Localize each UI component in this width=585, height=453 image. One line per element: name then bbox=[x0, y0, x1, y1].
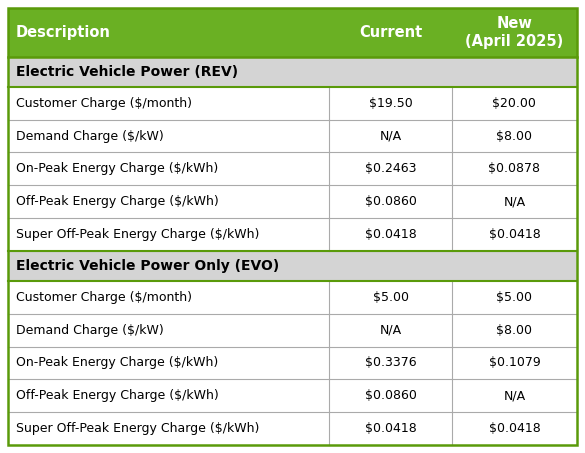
Bar bbox=[8, 281, 577, 314]
Text: $0.0860: $0.0860 bbox=[364, 195, 417, 208]
Text: $0.0418: $0.0418 bbox=[365, 422, 417, 435]
Text: Description: Description bbox=[16, 25, 111, 40]
Text: Off-Peak Energy Charge ($/kWh): Off-Peak Energy Charge ($/kWh) bbox=[16, 389, 219, 402]
Bar bbox=[8, 314, 577, 347]
Text: N/A: N/A bbox=[380, 323, 402, 337]
Bar bbox=[8, 57, 577, 87]
Text: New
(April 2025): New (April 2025) bbox=[465, 16, 563, 48]
Text: $0.3376: $0.3376 bbox=[365, 357, 417, 370]
Text: $0.0418: $0.0418 bbox=[488, 422, 541, 435]
Bar bbox=[8, 185, 577, 218]
Text: N/A: N/A bbox=[503, 389, 525, 402]
Text: On-Peak Energy Charge ($/kWh): On-Peak Energy Charge ($/kWh) bbox=[16, 162, 218, 175]
Bar bbox=[8, 87, 577, 120]
Text: Demand Charge ($/kW): Demand Charge ($/kW) bbox=[16, 130, 164, 143]
Text: Off-Peak Energy Charge ($/kWh): Off-Peak Energy Charge ($/kWh) bbox=[16, 195, 219, 208]
Bar bbox=[8, 347, 577, 379]
Text: Super Off-Peak Energy Charge ($/kWh): Super Off-Peak Energy Charge ($/kWh) bbox=[16, 228, 259, 241]
Text: N/A: N/A bbox=[503, 195, 525, 208]
Text: $0.0860: $0.0860 bbox=[364, 389, 417, 402]
Bar bbox=[8, 251, 577, 281]
Text: $8.00: $8.00 bbox=[497, 323, 532, 337]
Text: $0.0878: $0.0878 bbox=[488, 162, 541, 175]
Bar bbox=[8, 152, 577, 185]
Text: N/A: N/A bbox=[380, 130, 402, 143]
Text: $20.00: $20.00 bbox=[493, 96, 536, 110]
Text: $0.1079: $0.1079 bbox=[488, 357, 541, 370]
Text: On-Peak Energy Charge ($/kWh): On-Peak Energy Charge ($/kWh) bbox=[16, 357, 218, 370]
Bar bbox=[8, 8, 577, 57]
Text: $5.00: $5.00 bbox=[497, 291, 532, 304]
Text: $19.50: $19.50 bbox=[369, 96, 412, 110]
Text: Electric Vehicle Power Only (EVO): Electric Vehicle Power Only (EVO) bbox=[16, 259, 279, 273]
Text: Super Off-Peak Energy Charge ($/kWh): Super Off-Peak Energy Charge ($/kWh) bbox=[16, 422, 259, 435]
Text: $0.0418: $0.0418 bbox=[365, 228, 417, 241]
Bar bbox=[8, 218, 577, 251]
Text: $8.00: $8.00 bbox=[497, 130, 532, 143]
Bar bbox=[8, 412, 577, 445]
Bar bbox=[8, 379, 577, 412]
Text: Customer Charge ($/month): Customer Charge ($/month) bbox=[16, 291, 192, 304]
Text: $0.2463: $0.2463 bbox=[365, 162, 417, 175]
Text: Electric Vehicle Power (REV): Electric Vehicle Power (REV) bbox=[16, 65, 238, 79]
Text: $5.00: $5.00 bbox=[373, 291, 409, 304]
Bar bbox=[8, 120, 577, 152]
Text: Current: Current bbox=[359, 25, 422, 40]
Text: Customer Charge ($/month): Customer Charge ($/month) bbox=[16, 96, 192, 110]
Text: Demand Charge ($/kW): Demand Charge ($/kW) bbox=[16, 323, 164, 337]
Text: $0.0418: $0.0418 bbox=[488, 228, 541, 241]
